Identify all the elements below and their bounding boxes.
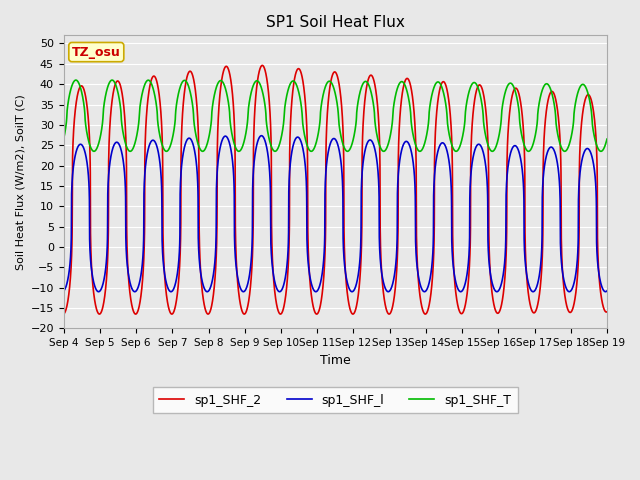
sp1_SHF_l bbox=[95, 289, 102, 295]
sp1_SHF_2 bbox=[60, 311, 68, 317]
X-axis label: Time: Time bbox=[320, 354, 351, 367]
sp1_SHF_2 bbox=[259, 62, 266, 68]
sp1_SHF_T bbox=[159, 144, 166, 149]
sp1_SHF_T bbox=[603, 136, 611, 142]
sp1_SHF_l bbox=[268, 254, 275, 260]
sp1_SHF_l bbox=[507, 150, 515, 156]
sp1_SHF_2 bbox=[507, 102, 515, 108]
sp1_SHF_T bbox=[60, 135, 68, 141]
sp1_SHF_l bbox=[603, 288, 611, 294]
sp1_SHF_2 bbox=[413, 259, 421, 264]
sp1_SHF_T bbox=[386, 135, 394, 141]
sp1_SHF_l bbox=[465, 246, 473, 252]
sp1_SHF_l bbox=[60, 288, 68, 294]
sp1_SHF_T bbox=[268, 144, 275, 150]
sp1_SHF_l bbox=[159, 249, 166, 255]
sp1_SHF_T bbox=[507, 80, 515, 86]
sp1_SHF_2 bbox=[159, 145, 166, 151]
Line: sp1_SHF_T: sp1_SHF_T bbox=[64, 80, 607, 151]
sp1_SHF_T bbox=[413, 146, 421, 152]
sp1_SHF_l bbox=[386, 288, 394, 294]
Title: SP1 Soil Heat Flux: SP1 Soil Heat Flux bbox=[266, 15, 404, 30]
Y-axis label: Soil Heat Flux (W/m2), SoilT (C): Soil Heat Flux (W/m2), SoilT (C) bbox=[15, 94, 25, 270]
sp1_SHF_l bbox=[413, 265, 421, 271]
sp1_SHF_2 bbox=[603, 309, 611, 315]
sp1_SHF_l bbox=[257, 133, 265, 139]
sp1_SHF_T bbox=[72, 77, 79, 83]
sp1_SHF_T bbox=[465, 88, 473, 94]
Text: TZ_osu: TZ_osu bbox=[72, 46, 121, 59]
sp1_SHF_2 bbox=[268, 220, 275, 226]
sp1_SHF_T bbox=[90, 148, 98, 154]
Line: sp1_SHF_2: sp1_SHF_2 bbox=[64, 65, 607, 314]
Line: sp1_SHF_l: sp1_SHF_l bbox=[64, 136, 607, 292]
sp1_SHF_2 bbox=[465, 265, 473, 271]
Legend: sp1_SHF_2, sp1_SHF_l, sp1_SHF_T: sp1_SHF_2, sp1_SHF_l, sp1_SHF_T bbox=[153, 387, 518, 413]
sp1_SHF_2 bbox=[386, 311, 394, 317]
sp1_SHF_2 bbox=[241, 311, 248, 317]
